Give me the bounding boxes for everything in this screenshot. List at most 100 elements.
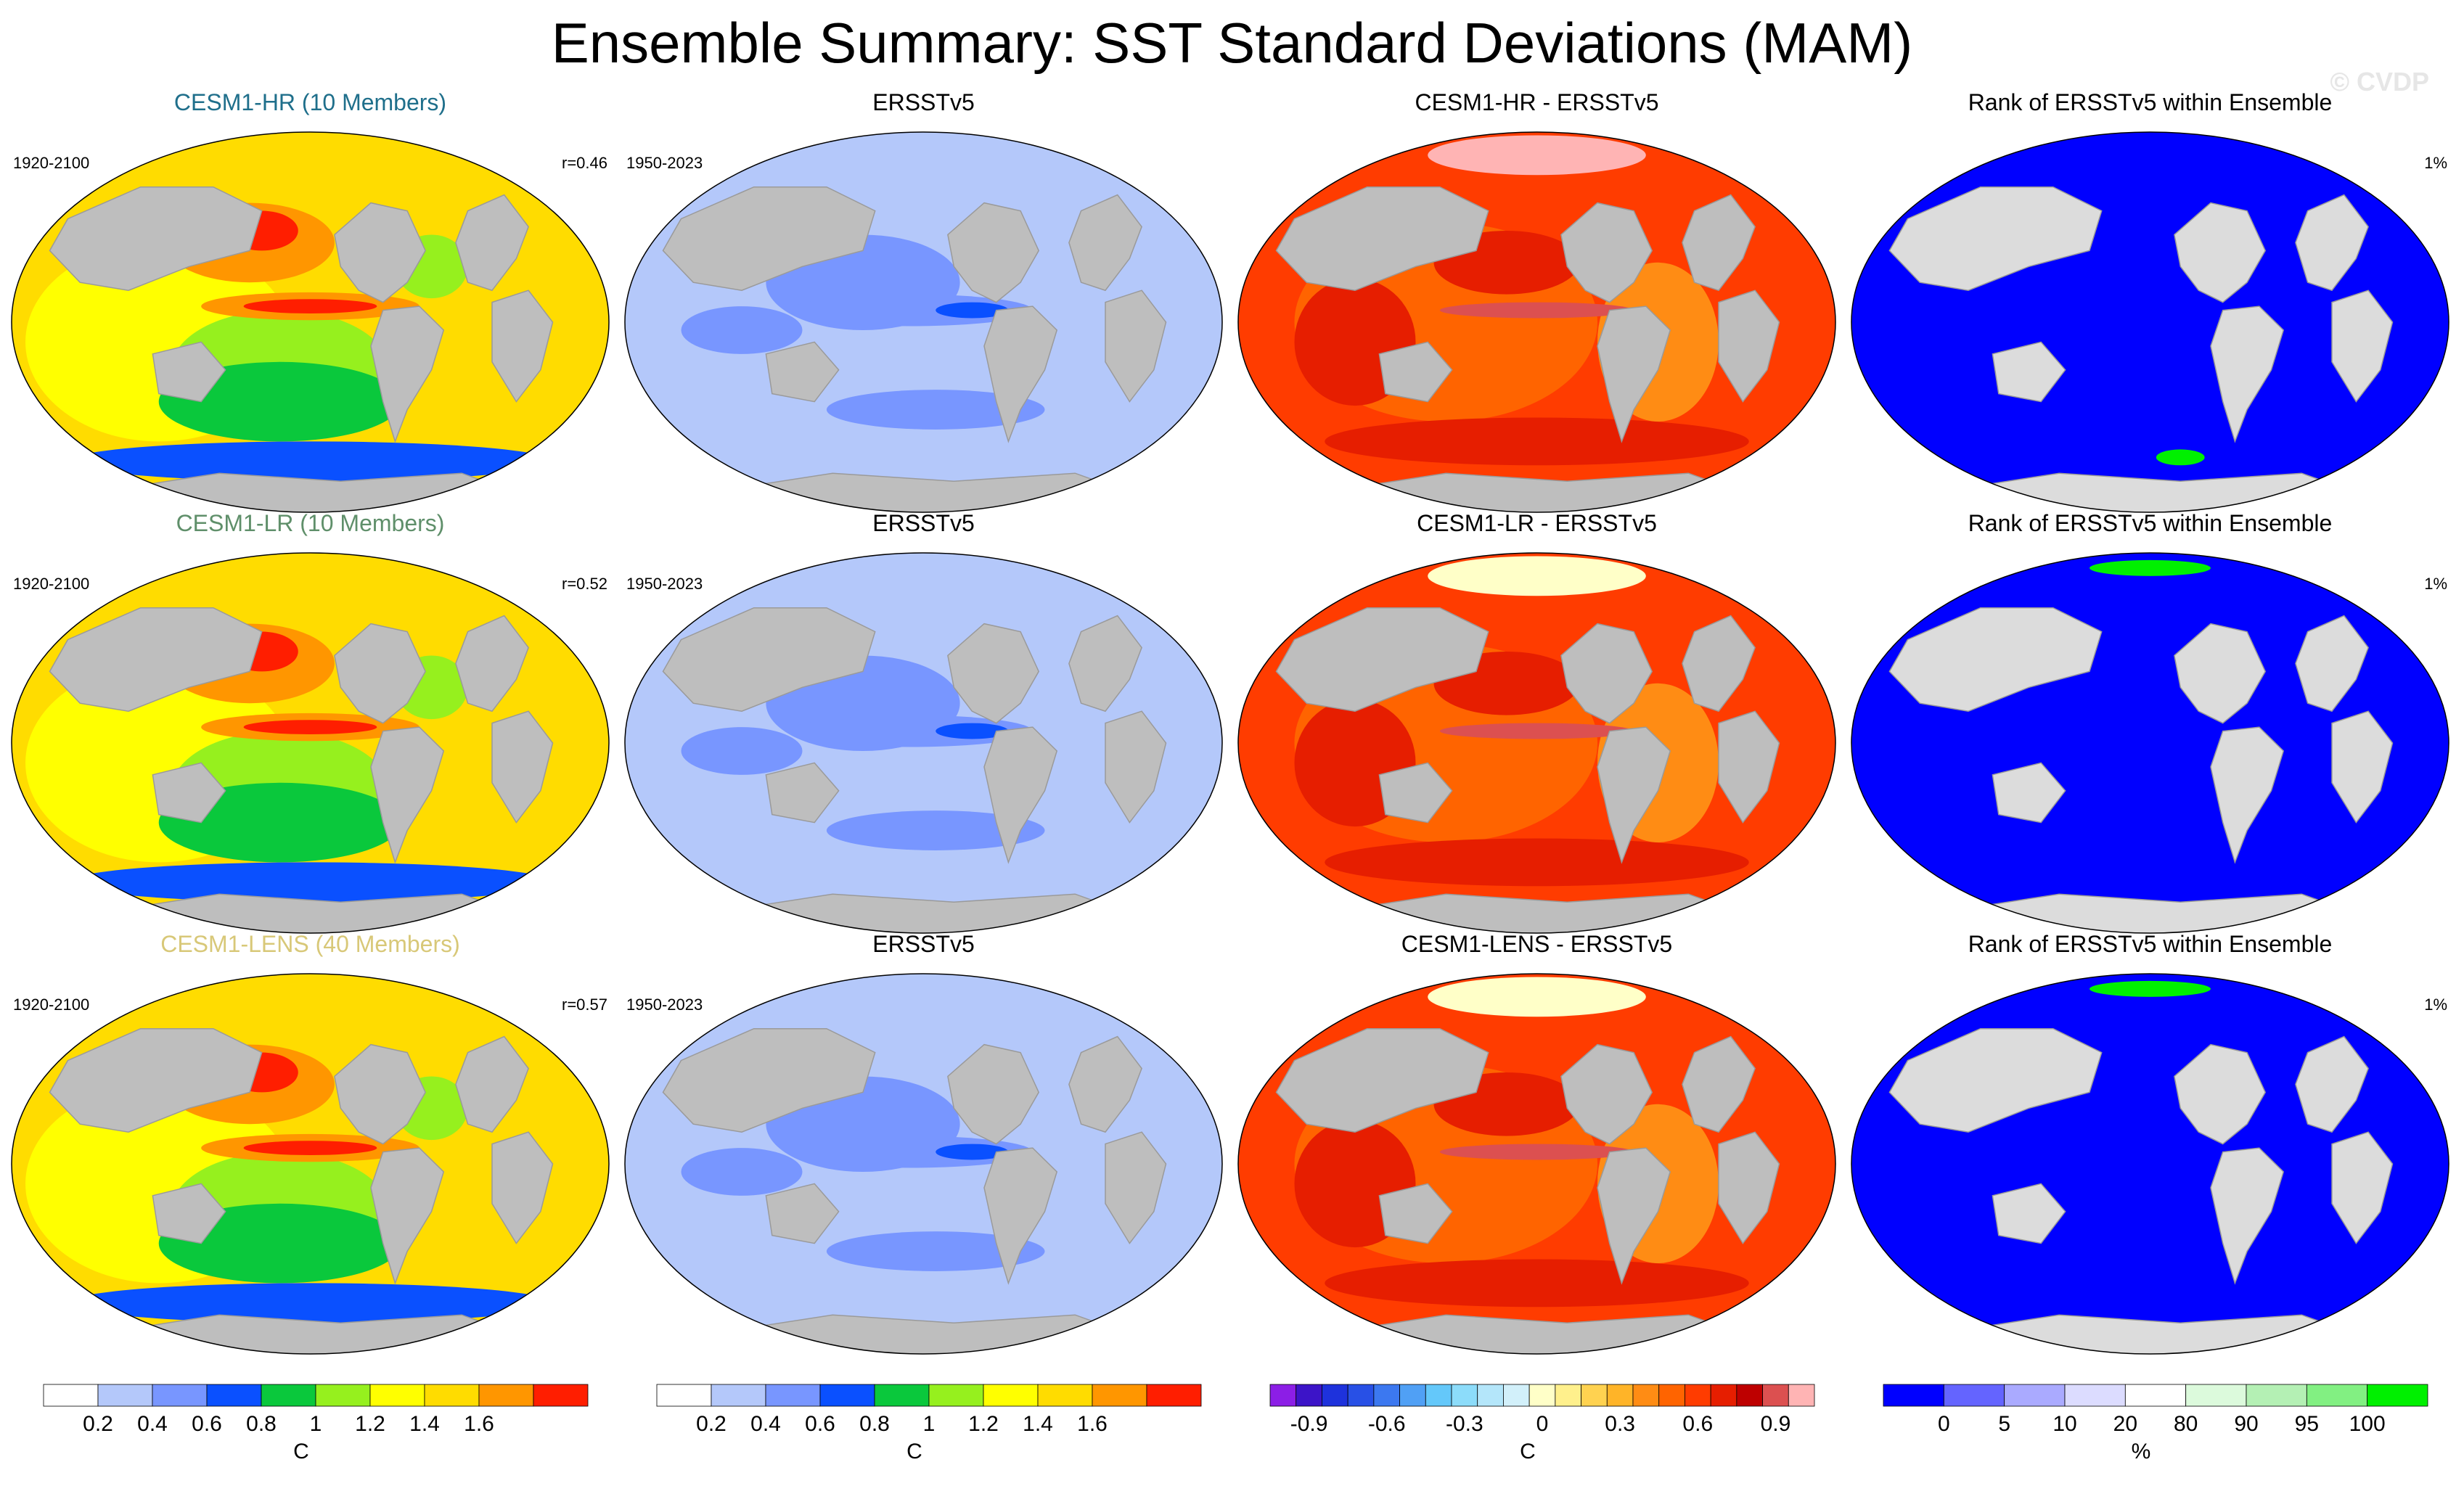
land-mass [491, 1131, 554, 1244]
land-mass [152, 1183, 226, 1244]
field-blob [2090, 139, 2211, 155]
field-r1-c2 [625, 132, 1222, 512]
map-outline [624, 552, 1223, 934]
field-blob [243, 299, 377, 313]
colorbar-box [1477, 1384, 1504, 1407]
land-mass [152, 341, 226, 403]
colorbar-box [2246, 1384, 2307, 1407]
colorbar-box [1037, 1384, 1093, 1407]
diff-title: CESM1-LR - ERSSTv5 [1417, 510, 1657, 536]
land-mass [49, 1027, 263, 1133]
model-title: CESM1-LENS (40 Members) [160, 931, 460, 957]
field-blob [826, 810, 1045, 850]
colorbar-box [1451, 1384, 1478, 1407]
land-mass [370, 1147, 445, 1285]
colorbar-tick-label: 1.2 [968, 1412, 999, 1436]
land-mass [2331, 1131, 2394, 1244]
colorbar-units: C [906, 1440, 922, 1464]
colorbar-box [315, 1384, 371, 1407]
obs-title: ERSSTv5 [872, 510, 974, 536]
field-blob [1428, 977, 1646, 1017]
land-mass [1888, 1027, 2103, 1133]
colorbar-box [1503, 1384, 1530, 1407]
map-panel-r3-c1: CESM1-LENS (40 Members) 1920-2100 r=0.57 [11, 931, 610, 1355]
land-mass [983, 1147, 1058, 1285]
colorbar-rank: 0 5 10 20 80 90 95 100% [1883, 1384, 2428, 1464]
colorbar-tick-label: 5 [1998, 1412, 2010, 1436]
land-mass [1378, 762, 1453, 824]
land-mass [334, 1043, 426, 1145]
land-mass [491, 290, 554, 403]
field-blob [67, 1283, 553, 1323]
land-mass [2331, 290, 2394, 403]
pattern-correlation: r=0.46 [562, 154, 607, 172]
colorbar-box [478, 1384, 534, 1407]
map-panel-r3-c3: CESM1-LENS - ERSSTv5 [1237, 931, 1836, 1355]
land-mass [947, 1043, 1040, 1145]
colorbar-box [1883, 1384, 1944, 1407]
rank-title: Rank of ERSSTv5 within Ensemble [1968, 931, 2333, 957]
land-mass [1378, 1183, 1453, 1244]
colorbar-box [928, 1384, 984, 1407]
land-mass [1956, 472, 2369, 512]
field-r1-c3 [1238, 132, 1835, 512]
land-mass [765, 762, 840, 824]
colorbar-tick-label: 100 [2349, 1412, 2386, 1436]
land-mass [1105, 710, 1167, 824]
colorbar-box [1555, 1384, 1581, 1407]
rank-percent: 1% [2424, 154, 2447, 172]
field-blob [936, 302, 1009, 319]
obs-title: ERSSTv5 [872, 89, 974, 115]
field-blob [158, 782, 401, 863]
land-mass [1718, 290, 1780, 403]
colorbar-box [765, 1384, 821, 1407]
colorbar-box [1581, 1384, 1608, 1407]
map-outline [1851, 131, 2449, 513]
land-mass [455, 1035, 529, 1133]
colorbar-tick-label: 1.4 [1023, 1412, 1053, 1436]
colorbar-tick-label: 0.2 [696, 1412, 726, 1436]
colorbar-box [261, 1384, 316, 1407]
map-outline [1237, 973, 1836, 1355]
land-mass [370, 305, 445, 443]
land-mass [729, 1314, 1142, 1354]
colorbar-tick-label: 80 [2174, 1412, 2198, 1436]
colorbar-box [1632, 1384, 1660, 1407]
land-mass [1068, 615, 1142, 713]
land-mass [765, 1183, 840, 1244]
colorbar-tick-label: 0.4 [750, 1412, 781, 1436]
map-panel-r2-c4: Rank of ERSSTv5 within Ensemble 1% [1851, 510, 2449, 934]
obs-title: ERSSTv5 [872, 931, 974, 957]
colorbar-box [2064, 1384, 2126, 1407]
field-blob [1428, 135, 1646, 176]
land-mass [1992, 1183, 2066, 1244]
land-mass [455, 194, 529, 292]
colorbar-box [983, 1384, 1039, 1407]
colorbar-box [656, 1384, 712, 1407]
field-blob [67, 862, 553, 903]
field-r2-c3 [1238, 553, 1835, 933]
diff-title: CESM1-LENS - ERSSTv5 [1401, 931, 1672, 957]
model-title: CESM1-LR (10 Members) [176, 510, 445, 536]
colorbar-units: C [293, 1440, 309, 1464]
land-mass [116, 893, 529, 933]
map-outline [11, 973, 610, 1355]
land-mass [983, 305, 1058, 443]
map-outline [1237, 131, 1836, 513]
colorbar-tick-label: 0.8 [859, 1412, 890, 1436]
land-mass [1718, 1131, 1780, 1244]
land-mass [765, 341, 840, 403]
field-blob [243, 720, 377, 734]
map-panel-r1-c1: CESM1-HR (10 Members) 1920-2100 r=0.46 [11, 89, 610, 513]
colorbar-tick-label: -0.9 [1290, 1412, 1328, 1436]
colorbar-units: % [2132, 1440, 2151, 1464]
land-mass [1343, 472, 1756, 512]
field-blob [2090, 980, 2211, 997]
land-mass [116, 472, 529, 512]
map-panel-r3-c2: ERSSTv5 1950-2023 [624, 931, 1223, 1355]
colorbar-box [711, 1384, 766, 1407]
colorbar-box [1685, 1384, 1711, 1407]
colorbar-tick-label: 1 [923, 1412, 936, 1436]
land-mass [334, 202, 426, 303]
colorbar-tick-label: 0 [1536, 1412, 1549, 1436]
